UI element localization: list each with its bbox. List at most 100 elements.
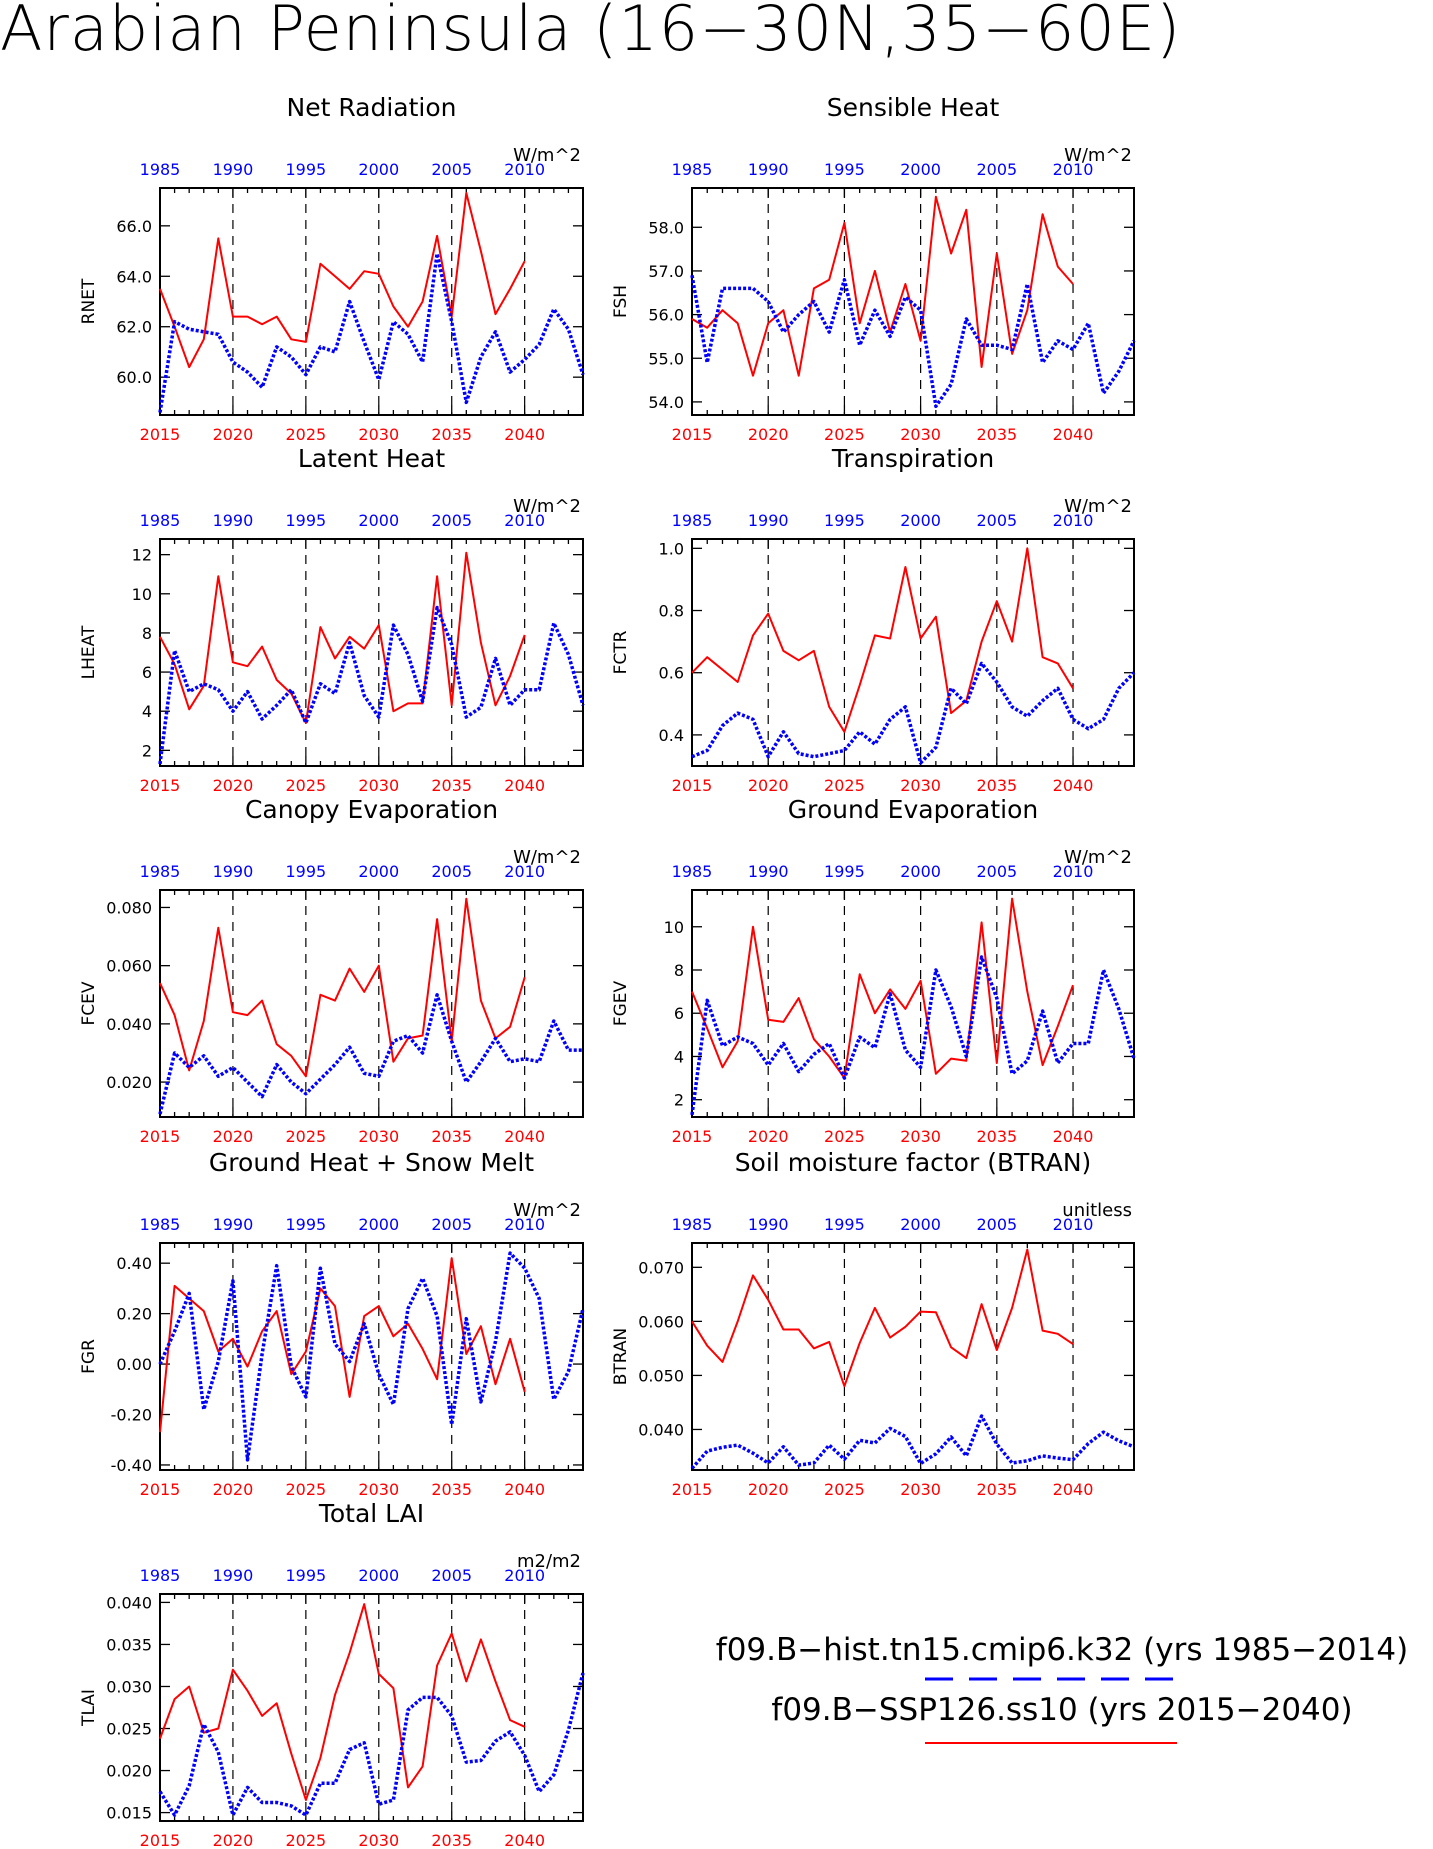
x-tick-label-top: 2010 — [504, 1215, 545, 1234]
y-tick-label: 1.0 — [659, 539, 684, 558]
x-tick-label-top: 1990 — [748, 1215, 789, 1234]
x-tick-label-top: 1985 — [140, 1566, 181, 1585]
y-tick-label: 0.020 — [106, 1762, 152, 1781]
legend-future-label: f09.B−SSP126.ss10 (yrs 2015−2040) — [771, 1692, 1352, 1728]
x-tick-label-bottom: 2025 — [286, 776, 327, 795]
x-tick-label-top: 1995 — [286, 1566, 327, 1585]
y-tick-label: 4 — [674, 1047, 684, 1066]
y-tick-label: 55.0 — [648, 349, 684, 368]
y-tick-label: 4 — [142, 702, 152, 721]
y-tick-label: 0.050 — [638, 1366, 684, 1385]
x-tick-label-top: 1990 — [748, 160, 789, 179]
y-tick-label: 62.0 — [116, 318, 152, 337]
x-tick-label-top: 1985 — [672, 1215, 713, 1234]
x-tick-label-bottom: 2035 — [431, 776, 472, 795]
x-tick-label-bottom: 2020 — [748, 1127, 789, 1146]
y-tick-label: 6 — [674, 1004, 684, 1023]
plot-frame — [159, 538, 584, 767]
x-tick-label-bottom: 2040 — [504, 425, 545, 444]
x-tick-label-top: 1985 — [672, 862, 713, 881]
x-tick-label-bottom: 2040 — [504, 776, 545, 795]
y-tick-label: 0.40 — [116, 1254, 152, 1273]
x-tick-label-bottom: 2035 — [431, 425, 472, 444]
chart-title: Soil moisture factor (BTRAN) — [735, 1148, 1092, 1177]
x-tick-label-bottom: 2040 — [1053, 425, 1094, 444]
plot-frame — [159, 1593, 584, 1822]
x-tick-label-top: 2000 — [358, 160, 399, 179]
x-tick-label-bottom: 2025 — [286, 1127, 327, 1146]
y-axis-label: LHEAT — [79, 625, 99, 679]
x-tick-label-top: 2010 — [1053, 160, 1094, 179]
chart-title: Ground Evaporation — [788, 795, 1038, 824]
y-axis-label: FSH — [611, 285, 631, 318]
x-tick-label-top: 1995 — [824, 862, 865, 881]
y-tick-label: 58.0 — [648, 218, 684, 237]
x-tick-label-top: 1990 — [213, 1566, 254, 1585]
x-tick-label-top: 1995 — [286, 160, 327, 179]
plot-frame — [691, 889, 1135, 1118]
chart-title: Sensible Heat — [827, 93, 1000, 122]
x-tick-label-top: 2005 — [431, 160, 472, 179]
y-tick-label: 0.040 — [638, 1420, 684, 1439]
x-tick-label-bottom: 2025 — [824, 1127, 865, 1146]
x-tick-label-top: 2005 — [431, 862, 472, 881]
y-tick-label: 54.0 — [648, 393, 684, 412]
x-tick-label-bottom: 2020 — [213, 1480, 254, 1499]
x-tick-label-top: 1990 — [748, 862, 789, 881]
units-label: W/m^2 — [1064, 847, 1132, 868]
x-tick-label-top: 1990 — [748, 511, 789, 530]
y-axis-label: RNET — [79, 278, 99, 324]
x-tick-label-bottom: 2040 — [1053, 776, 1094, 795]
chart-title: Total LAI — [318, 1499, 424, 1528]
y-tick-label: 0.040 — [106, 1015, 152, 1034]
plot-frame — [159, 1242, 584, 1471]
x-tick-label-bottom: 2020 — [213, 776, 254, 795]
series-historical-line — [158, 605, 585, 765]
y-tick-label: 2 — [674, 1091, 684, 1110]
chart-panel-fctr: 2015 2020 2025 2030 2035 2040 1985 1990 1995 2000… — [611, 444, 1136, 795]
x-tick-label-bottom: 2030 — [358, 1831, 399, 1849]
plot-frame — [159, 187, 584, 416]
x-tick-label-bottom: 2025 — [286, 1480, 327, 1499]
y-tick-label: 57.0 — [648, 262, 684, 281]
x-tick-label-bottom: 2035 — [976, 1480, 1017, 1499]
x-tick-label-bottom: 2035 — [431, 1480, 472, 1499]
x-tick-label-bottom: 2035 — [976, 776, 1017, 795]
series-future-line — [159, 192, 526, 369]
y-tick-label: 0.070 — [638, 1258, 684, 1277]
units-label: m2/m2 — [517, 1551, 581, 1572]
x-tick-label-top: 1990 — [213, 1215, 254, 1234]
y-tick-label: -0.20 — [111, 1406, 152, 1425]
x-tick-label-bottom: 2020 — [213, 1831, 254, 1849]
chart-panel-rnet: 2015 2020 2025 2030 2035 2040 1985 1990 1995 2000… — [79, 93, 585, 444]
y-axis-label: FGR — [79, 1339, 99, 1374]
series-future-line — [691, 1248, 1074, 1388]
page-title: Arabian Peninsula (16−30N,35−60E) — [0, 0, 1182, 65]
series-future-line — [159, 1603, 526, 1801]
y-tick-label: 12 — [132, 546, 152, 565]
x-tick-label-top: 1990 — [213, 511, 254, 530]
x-tick-label-top: 2005 — [976, 511, 1017, 530]
y-tick-label: 10 — [664, 918, 684, 937]
y-tick-label: 0.8 — [659, 602, 684, 621]
chart-title: Net Radiation — [287, 93, 457, 122]
y-tick-label: 0.030 — [106, 1677, 152, 1696]
x-tick-label-bottom: 2025 — [824, 776, 865, 795]
units-label: W/m^2 — [1064, 496, 1132, 517]
series-historical-line — [691, 661, 1136, 765]
chart-title: Latent Heat — [298, 444, 446, 473]
legend: f09.B−hist.tn15.cmip6.k32 (yrs 1985−2014… — [716, 1632, 1408, 1744]
y-tick-label: 6 — [142, 663, 152, 682]
x-tick-label-bottom: 2035 — [431, 1127, 472, 1146]
x-tick-label-bottom: 2030 — [358, 1480, 399, 1499]
series-historical-line — [158, 993, 583, 1115]
chart-panel-fsh: 2015 2020 2025 2030 2035 2040 1985 1990 1995 2000… — [611, 93, 1136, 444]
chart-panel-fcev: 2015 2020 2025 2030 2035 2040 1985 1990 1995 2000… — [79, 795, 584, 1146]
series-historical-line — [690, 955, 1136, 1116]
x-tick-label-top: 1995 — [286, 862, 327, 881]
x-tick-label-top: 1990 — [213, 862, 254, 881]
chart-panel-fgev: 2015 2020 2025 2030 2035 2040 1985 1990 1995 2000… — [611, 795, 1136, 1146]
y-tick-label: 0.035 — [106, 1635, 152, 1654]
x-tick-label-top: 2010 — [1053, 511, 1094, 530]
y-tick-label: 64.0 — [116, 267, 152, 286]
